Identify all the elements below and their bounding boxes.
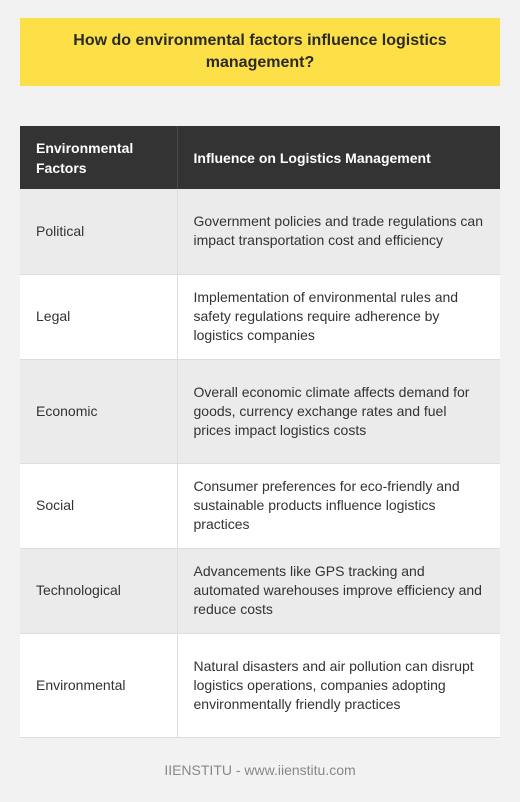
- influence-cell: Natural disasters and air pollution can …: [177, 633, 500, 738]
- table-row: Economic Overall economic climate affect…: [20, 359, 500, 464]
- table-row: Political Government policies and trade …: [20, 189, 500, 275]
- influence-cell: Overall economic climate affects demand …: [177, 359, 500, 464]
- factor-cell: Legal: [20, 274, 178, 360]
- header-influence: Influence on Logistics Management: [193, 149, 431, 166]
- table-row: Legal Implementation of environmental ru…: [20, 274, 500, 360]
- influence-cell: Advancements like GPS tracking and autom…: [177, 548, 500, 634]
- factors-table: Environmental Factors Influence on Logis…: [20, 126, 500, 738]
- influence-cell: Consumer preferences for eco-friendly an…: [177, 463, 500, 549]
- influence-cell: Government policies and trade regulation…: [177, 189, 500, 275]
- table-row: Technological Advancements like GPS trac…: [20, 548, 500, 634]
- table-row: Social Consumer preferences for eco-frie…: [20, 463, 500, 549]
- factor-cell: Social: [20, 463, 178, 549]
- factor-cell: Technological: [20, 548, 178, 634]
- table-row: Environmental Natural disasters and air …: [20, 633, 500, 738]
- header-environmental-factors: Environmental Factors: [20, 126, 178, 189]
- influence-cell: Implementation of environmental rules an…: [177, 274, 500, 360]
- factor-cell: Economic: [20, 359, 178, 464]
- factor-cell: Environmental: [20, 633, 178, 738]
- factor-cell: Political: [20, 189, 178, 275]
- page-title: How do environmental factors influence l…: [73, 32, 447, 71]
- table-header-row: Environmental Factors Influence on Logis…: [20, 126, 500, 189]
- footer-credit: IIENSTITU - www.iienstitu.com: [164, 762, 356, 778]
- title-banner: How do environmental factors influence l…: [20, 18, 500, 86]
